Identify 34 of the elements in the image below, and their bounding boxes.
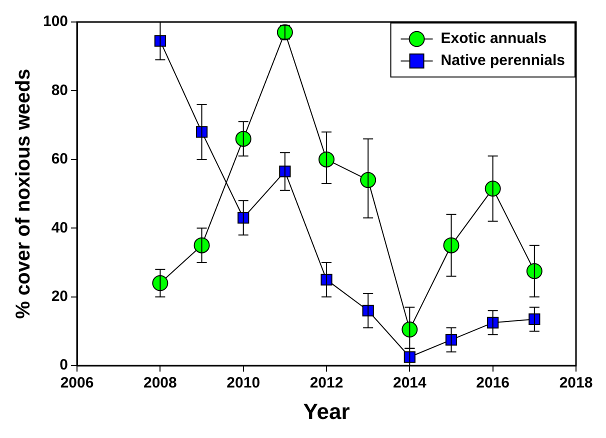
point (404, 351, 416, 363)
point (318, 151, 335, 168)
x-tick-label: 2012 (310, 374, 344, 392)
point (279, 166, 291, 178)
y-tick-label: 80 (51, 82, 68, 99)
point (362, 304, 374, 316)
x-tick-label: 2016 (476, 374, 510, 392)
y-tick-label: 20 (51, 288, 68, 306)
point (528, 313, 540, 326)
point (238, 212, 250, 224)
y-tick-label: 100 (42, 13, 68, 30)
x-tick-label: 2010 (226, 374, 260, 392)
point (487, 316, 499, 328)
x-tick-label: 2008 (144, 374, 177, 392)
y-tick-label: 40 (51, 219, 68, 236)
point (360, 172, 376, 188)
x-tick-label: 2018 (559, 374, 593, 392)
y-axis-title: % cover of noxious weeds (12, 68, 35, 319)
y-tick-label: 0 (60, 356, 68, 374)
point (526, 263, 542, 280)
x-tick-label: 2006 (60, 374, 94, 392)
point (152, 275, 168, 292)
legend-label: Native perennials (440, 52, 565, 70)
x-axis-title: Year (303, 398, 350, 424)
point (154, 35, 166, 47)
y-tick-label: 60 (51, 150, 68, 168)
point (484, 180, 501, 197)
point (320, 274, 332, 286)
point (402, 322, 418, 338)
point (235, 130, 252, 147)
point (194, 237, 210, 254)
legend-label: Exotic annuals (440, 30, 547, 48)
point (443, 237, 460, 254)
x-tick-label: 2014 (392, 374, 428, 392)
